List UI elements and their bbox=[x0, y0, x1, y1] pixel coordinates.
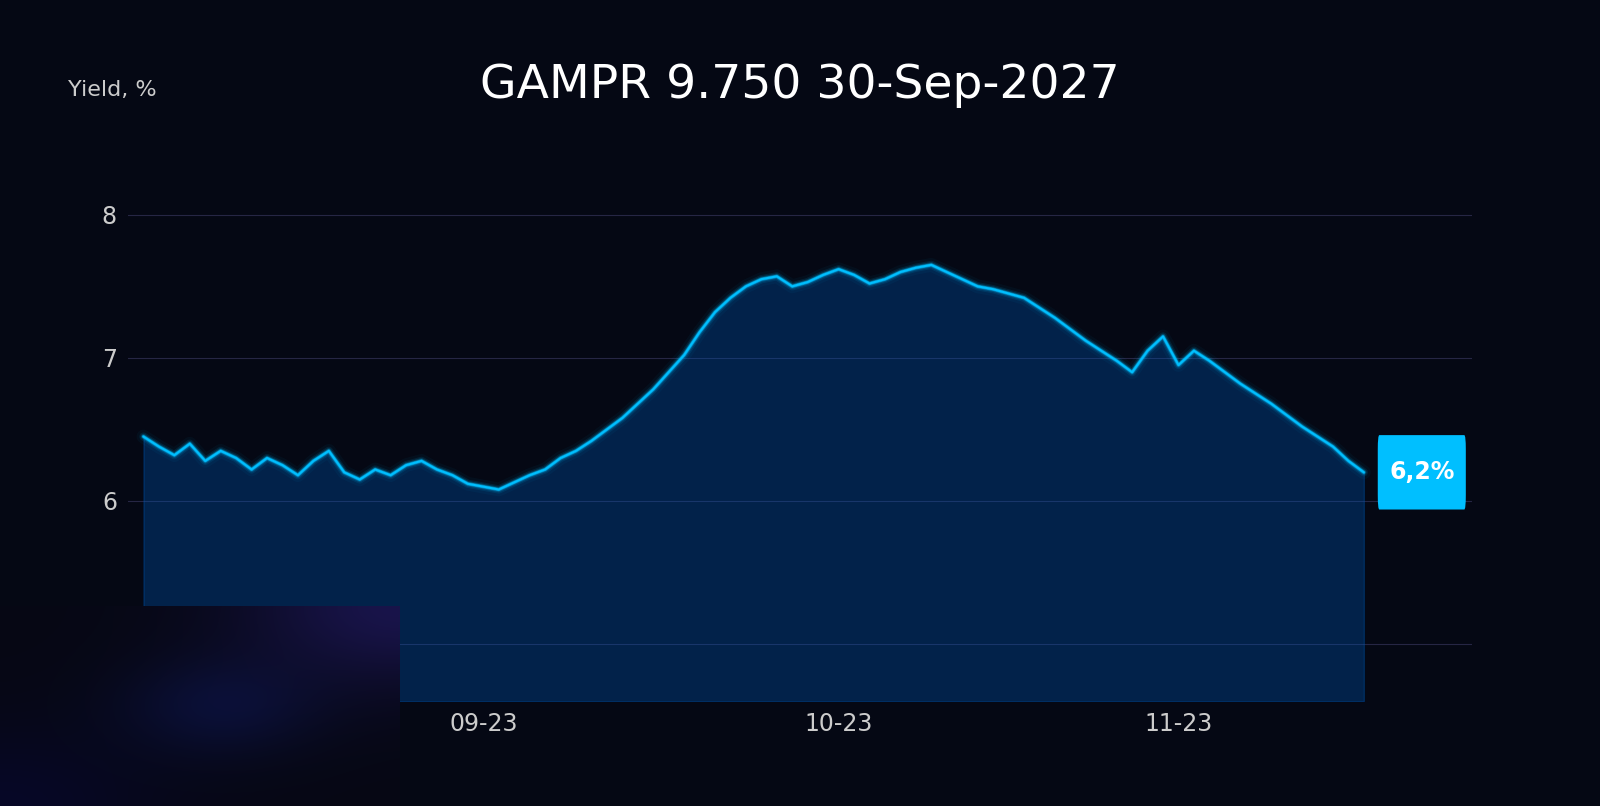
Text: Yield, %: Yield, % bbox=[67, 81, 157, 100]
Title: GAMPR 9.750 30-Sep-2027: GAMPR 9.750 30-Sep-2027 bbox=[480, 64, 1120, 108]
FancyBboxPatch shape bbox=[1378, 435, 1466, 509]
Text: 6,2%: 6,2% bbox=[1389, 460, 1454, 484]
